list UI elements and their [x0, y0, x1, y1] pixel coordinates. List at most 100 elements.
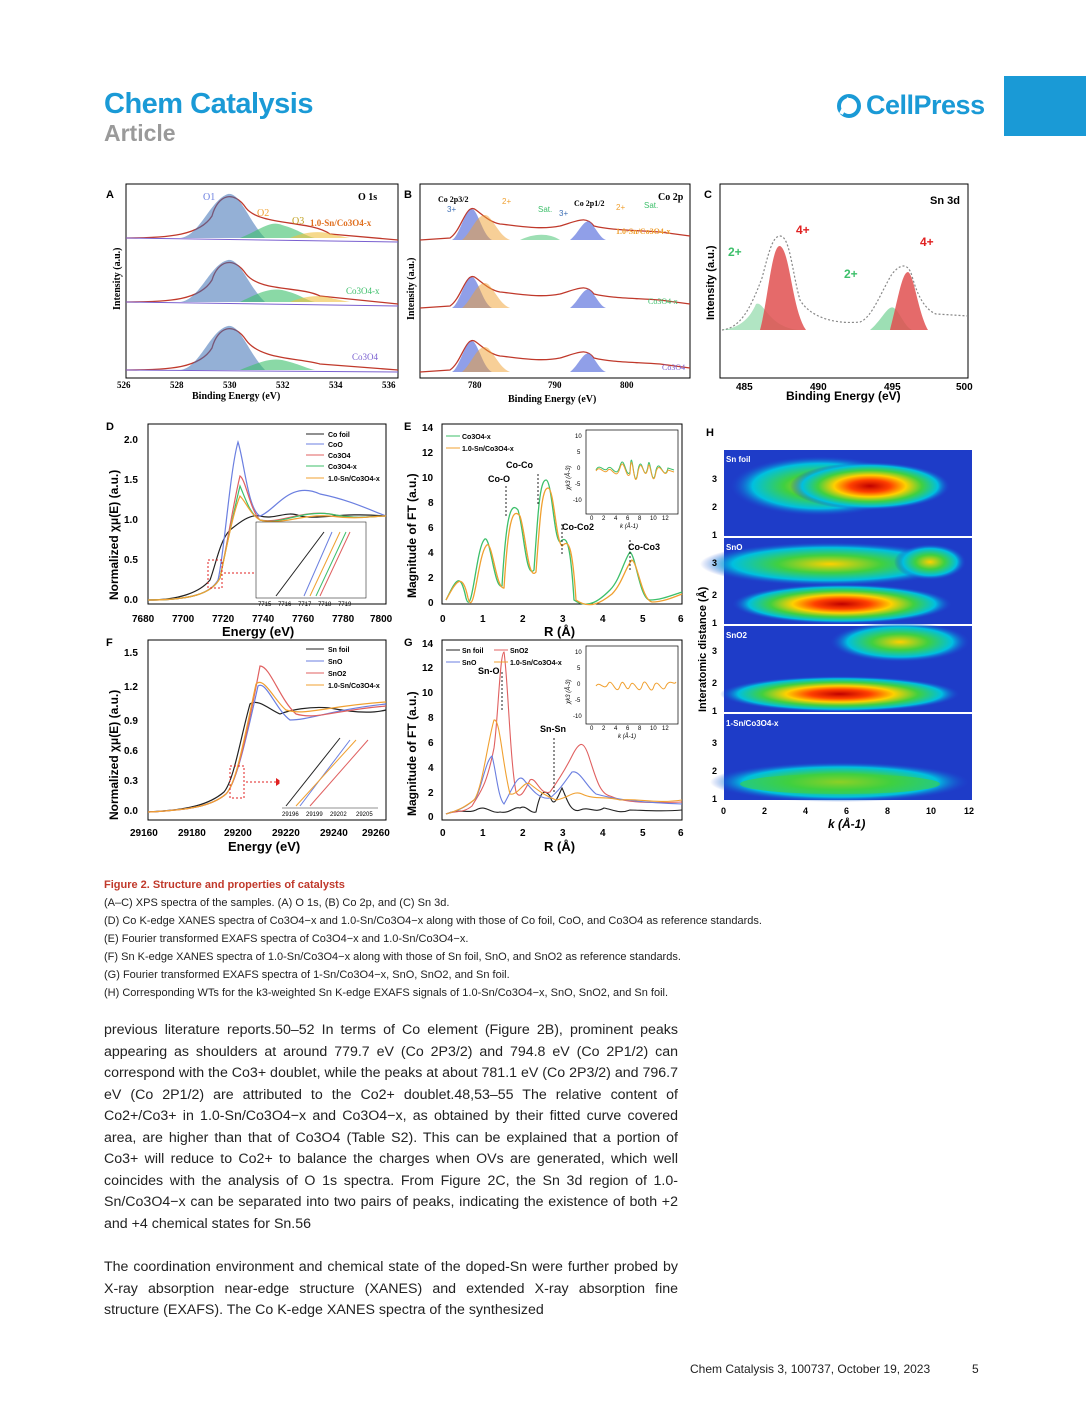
body-paragraph-1: previous literature reports.50–52 In ter…: [104, 1022, 678, 1232]
svg-text:10: 10: [650, 516, 657, 522]
svg-text:536: 536: [382, 380, 396, 390]
axis-b-xlabel: Binding Energy (eV): [508, 394, 596, 405]
svg-text:1.0-Sn/Co3O4-x: 1.0-Sn/Co3O4-x: [328, 476, 380, 483]
caption-title: Figure 2. Structure and properties of ca…: [104, 879, 345, 891]
svg-text:1.0-Sn/Co3O4-x: 1.0-Sn/Co3O4-x: [462, 446, 514, 453]
axis-a-ylabel: Intensity (a.u.): [112, 247, 123, 310]
panel-d: D 7715 7716 7717 7718 7719 Co foil CoO C…: [106, 421, 393, 639]
panel-e: E Co-O Co-Co Co-Co2 Co-Co3 Co3O4-x 1.0-S…: [404, 421, 684, 639]
panel-c: C Sn 3d 4+ 2+ 2+ 4+ 485 490 495 500 Bind…: [704, 183, 973, 403]
page-number: 5: [972, 1362, 979, 1376]
svg-text:5: 5: [640, 828, 646, 839]
svg-text:6: 6: [678, 828, 684, 839]
svg-text:1.0-Sn/Co3O4-x: 1.0-Sn/Co3O4-x: [328, 683, 380, 690]
svg-text:1.0: 1.0: [124, 515, 138, 526]
svg-text:7716: 7716: [278, 602, 292, 608]
svg-text:29260: 29260: [362, 828, 390, 839]
axis-f-y-ticks: 0.0 0.3 0.6 0.9 1.2 1.5: [124, 648, 138, 817]
svg-text:2: 2: [762, 806, 767, 816]
panel-label-f: F: [106, 637, 113, 649]
caption-line: (F) Sn K-edge XANES spectra of 1.0-Sn/Co…: [104, 951, 681, 963]
svg-text:Co3O4-x: Co3O4-x: [328, 464, 357, 471]
inset-e-ticks: 0 2 4 6 8 10 12 10 5 0 -5 -10: [573, 434, 669, 522]
svg-text:10: 10: [422, 473, 434, 484]
svg-text:10: 10: [650, 726, 657, 732]
figure-caption: Figure 2. Structure and properties of ca…: [104, 876, 924, 1002]
svg-text:6: 6: [626, 516, 630, 522]
svg-text:29205: 29205: [356, 812, 373, 818]
svg-text:Sn foil: Sn foil: [726, 455, 750, 464]
axis-a-x-ticks: 526 528 530 532 534 536: [117, 380, 396, 390]
panel-b: B Co 2p Co 2p3/2 Co 2p1/2 3+ 2+ Sat. 3+ …: [404, 183, 691, 405]
svg-text:12: 12: [964, 806, 974, 816]
svg-text:SnO2: SnO2: [510, 648, 528, 655]
svg-text:1: 1: [712, 618, 717, 628]
svg-text:6: 6: [844, 806, 849, 816]
svg-text:Co-Co2: Co-Co2: [562, 522, 594, 532]
inset-d-ticks: 7715 7716 7717 7718 7719: [258, 602, 352, 608]
svg-text:2: 2: [712, 678, 717, 688]
svg-text:Sat.: Sat.: [538, 205, 552, 214]
svg-text:7718: 7718: [318, 602, 332, 608]
axis-h-xlabel: k (Å-1): [828, 817, 865, 831]
axis-c-x-ticks: 485 490 495 500: [736, 382, 973, 393]
svg-text:2+: 2+: [616, 203, 625, 212]
figure-2: A O 1s O1 O2 O3 1.0-Sn/Co3O4-x Co3O4-x C…: [106, 183, 974, 854]
svg-text:1: 1: [712, 794, 717, 804]
svg-text:2: 2: [428, 573, 434, 584]
svg-text:0.9: 0.9: [124, 716, 138, 727]
svg-text:1: 1: [712, 530, 717, 540]
svg-text:SnO: SnO: [726, 543, 742, 552]
svg-text:29160: 29160: [130, 828, 158, 839]
peak-o2: O2: [257, 208, 269, 219]
svg-text:0: 0: [440, 614, 446, 625]
svg-text:3: 3: [560, 828, 566, 839]
svg-text:29240: 29240: [320, 828, 348, 839]
svg-text:4: 4: [428, 548, 434, 559]
svg-text:2.0: 2.0: [124, 435, 138, 446]
svg-text:3: 3: [712, 474, 717, 484]
svg-text:Sn foil: Sn foil: [328, 647, 349, 654]
peak-o3: O3: [292, 216, 304, 227]
svg-text:10: 10: [575, 434, 582, 440]
svg-text:6: 6: [428, 738, 434, 749]
svg-text:Co 2p1/2: Co 2p1/2: [574, 199, 604, 208]
svg-text:SnO: SnO: [462, 660, 477, 667]
publisher-logo: CellPress: [836, 90, 985, 121]
footer-citation: Chem Catalysis 3, 100737, October 19, 20…: [690, 1362, 931, 1376]
svg-text:0.3: 0.3: [124, 776, 138, 787]
svg-text:2+: 2+: [502, 197, 511, 206]
svg-text:0: 0: [428, 812, 434, 823]
axis-e-y-ticks: 0 2 4 6 8 10 12 14: [422, 423, 434, 609]
svg-text:0.0: 0.0: [124, 595, 138, 606]
svg-text:1: 1: [712, 706, 717, 716]
svg-text:6: 6: [428, 523, 434, 534]
panel-h: H Sn foil SnO SnO2 1-Sn/Co3O4-x 3 2 1 3 …: [696, 427, 974, 831]
sample-b-1: 1.0-Sn/Co3O4-x: [616, 227, 670, 236]
sample-a-1: 1.0-Sn/Co3O4-x: [310, 218, 372, 228]
svg-text:2: 2: [428, 788, 434, 799]
svg-text:2: 2: [520, 614, 526, 625]
svg-text:Co foil: Co foil: [328, 432, 350, 439]
svg-text:534: 534: [329, 380, 343, 390]
axis-f-ylabel: Normalized χμ(E) (a.u.): [107, 690, 121, 820]
svg-text:Sat.: Sat.: [644, 201, 658, 210]
svg-text:790: 790: [548, 380, 562, 390]
svg-text:8: 8: [428, 713, 434, 724]
inset-f-ticks: 29196 29199 29202 29205: [282, 812, 373, 818]
svg-text:12: 12: [422, 448, 434, 459]
axis-e-x-ticks: 0 1 2 3 4 5 6: [440, 614, 684, 625]
caption-line: (D) Co K-edge XANES spectra of Co3O4−x a…: [104, 915, 762, 927]
svg-text:7780: 7780: [332, 614, 355, 625]
axis-a-xlabel: Binding Energy (eV): [192, 391, 280, 402]
svg-text:0: 0: [577, 682, 581, 688]
journal-title: Chem Catalysis: [104, 88, 314, 120]
svg-text:495: 495: [884, 382, 901, 393]
svg-text:Sn-Sn: Sn-Sn: [540, 724, 566, 734]
svg-text:14: 14: [422, 639, 434, 650]
sample-b-3: Co3O4: [662, 363, 685, 372]
sample-a-3: Co3O4: [352, 352, 379, 362]
axis-h-ylabel: Interatomic distance (Å): [696, 586, 709, 712]
svg-text:500: 500: [956, 382, 973, 393]
svg-text:Co 2p3/2: Co 2p3/2: [438, 195, 468, 204]
